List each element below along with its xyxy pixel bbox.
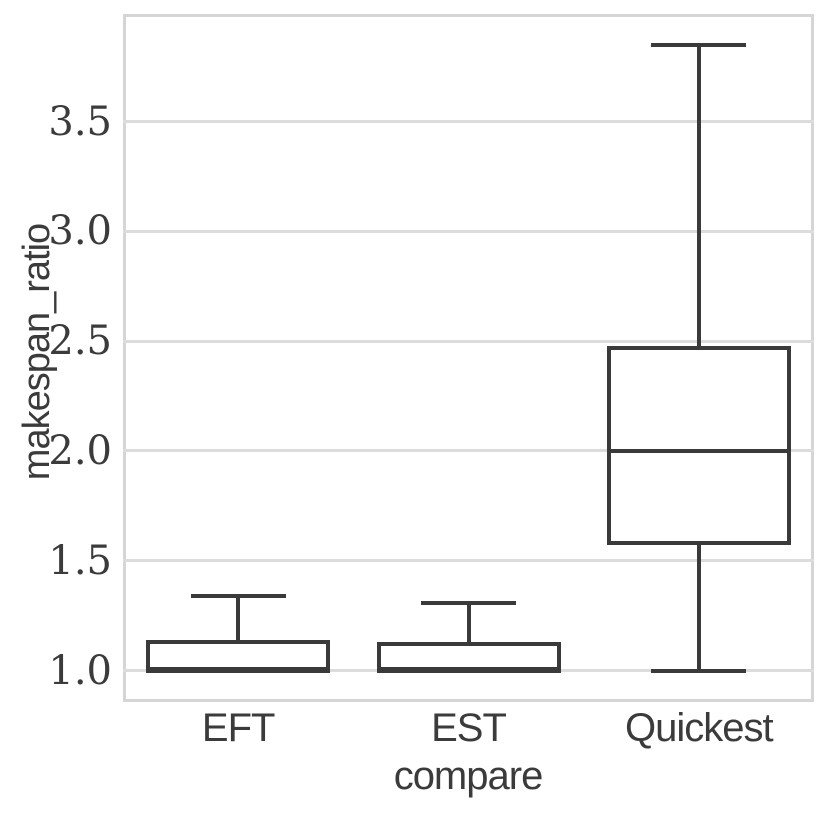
gridline bbox=[123, 229, 814, 233]
x-tick-label: EST bbox=[431, 706, 507, 750]
gridline bbox=[123, 449, 814, 453]
upper-whisker-stem bbox=[466, 602, 471, 643]
median-line bbox=[376, 668, 561, 673]
gridline bbox=[123, 559, 814, 563]
y-tick-label: 2.5 bbox=[48, 318, 112, 365]
median-line bbox=[146, 668, 331, 673]
lower-whisker-cap bbox=[651, 668, 747, 673]
box-est bbox=[376, 642, 561, 671]
y-tick-label: 1.0 bbox=[48, 647, 112, 694]
y-tick-label: 1.5 bbox=[48, 537, 112, 584]
y-tick-label: 3.5 bbox=[48, 98, 112, 145]
x-tick-label: EFT bbox=[201, 706, 276, 750]
y-tick-label: 2.0 bbox=[48, 427, 112, 474]
median-line bbox=[606, 448, 791, 453]
upper-whisker-cap bbox=[421, 600, 516, 605]
x-axis-label: compare bbox=[393, 754, 544, 798]
upper-whisker-stem bbox=[696, 44, 701, 346]
upper-whisker-cap bbox=[651, 42, 747, 47]
box-eft bbox=[146, 639, 331, 671]
gridline bbox=[123, 120, 814, 124]
x-tick-label: Quickest bbox=[625, 706, 774, 750]
lower-whisker-stem bbox=[696, 545, 701, 671]
y-tick-label: 3.0 bbox=[48, 208, 112, 255]
plot-area bbox=[123, 14, 814, 702]
gridline bbox=[123, 339, 814, 343]
upper-whisker-cap bbox=[190, 593, 286, 598]
box-quickest bbox=[606, 345, 791, 546]
upper-whisker-stem bbox=[236, 595, 241, 640]
